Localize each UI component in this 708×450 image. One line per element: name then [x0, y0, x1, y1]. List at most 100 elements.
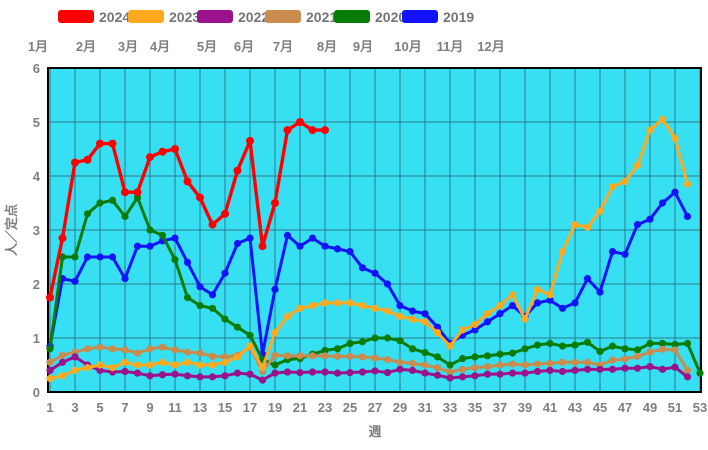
data-point-2020 [646, 339, 654, 347]
data-point-2020 [658, 339, 667, 347]
data-point-2023 [233, 353, 242, 361]
data-point-2019 [533, 299, 542, 307]
data-point-2021 [571, 358, 579, 366]
data-point-2023 [358, 302, 367, 310]
data-point-2019 [371, 269, 379, 277]
data-point-2020 [583, 338, 592, 346]
data-point-2022 [333, 369, 342, 377]
x-tick-label: 35 [468, 400, 482, 415]
data-point-2024 [121, 188, 129, 197]
data-point-2022 [533, 367, 542, 376]
data-point-2023 [183, 358, 192, 366]
x-tick-label: 7 [121, 400, 128, 415]
data-point-2024 [108, 139, 117, 148]
data-point-2023 [121, 358, 129, 366]
series-line-2019 [48, 190, 689, 356]
data-point-2020 [471, 353, 479, 361]
data-point-2019 [246, 234, 254, 242]
legend-label: 2021 [306, 9, 338, 25]
data-point-2023 [458, 326, 467, 334]
month-label-3: 3月 [117, 39, 139, 54]
data-point-2022 [71, 353, 79, 361]
data-point-2020 [196, 302, 204, 310]
y-tick-label: 6 [33, 61, 40, 76]
legend-swatch-2024 [58, 10, 94, 23]
data-point-2022 [358, 368, 367, 376]
data-point-2023 [521, 315, 529, 323]
data-point-2020 [621, 345, 629, 353]
data-point-2022 [596, 365, 604, 373]
data-point-2021 [83, 345, 92, 353]
x-axis-title: 週 [368, 424, 381, 439]
data-point-2022 [183, 372, 192, 380]
data-point-2020 [571, 341, 579, 349]
data-point-2022 [683, 373, 692, 381]
legend-swatch-2023 [128, 10, 164, 23]
data-point-2021 [683, 366, 692, 374]
data-point-2020 [446, 361, 454, 369]
data-point-2021 [658, 345, 667, 353]
data-point-2020 [521, 345, 529, 353]
month-label-4: 4月 [149, 39, 171, 54]
data-point-2024 [196, 193, 204, 202]
data-point-2023 [296, 304, 304, 312]
data-point-2020 [133, 194, 142, 202]
legend-swatch-2022 [197, 10, 233, 23]
data-point-2019 [283, 231, 292, 239]
data-point-2024 [246, 136, 254, 145]
data-point-2023 [46, 374, 54, 383]
data-point-2023 [683, 180, 692, 188]
data-point-2019 [658, 199, 667, 207]
data-point-2019 [408, 307, 417, 315]
data-point-2020 [408, 345, 417, 353]
legend-swatch-2020 [334, 10, 370, 23]
x-tick-label: 17 [243, 400, 257, 415]
data-point-2022 [408, 366, 417, 374]
data-point-2019 [208, 291, 217, 299]
data-point-2019 [471, 326, 479, 334]
data-point-2020 [83, 210, 92, 218]
data-point-2019 [396, 302, 404, 310]
data-point-2020 [483, 352, 492, 360]
data-point-2019 [596, 288, 604, 296]
data-point-2020 [246, 331, 254, 339]
data-point-2023 [221, 358, 229, 366]
data-point-2023 [408, 315, 417, 323]
data-point-2019 [433, 323, 442, 331]
data-point-2020 [346, 339, 354, 347]
data-point-2020 [508, 349, 517, 357]
data-point-2019 [546, 296, 554, 304]
data-point-2020 [158, 231, 167, 239]
data-point-2019 [346, 248, 354, 256]
x-tick-label: 53 [693, 400, 707, 415]
data-point-2021 [383, 356, 392, 364]
data-point-2021 [46, 358, 54, 366]
x-tick-label: 23 [318, 400, 332, 415]
data-point-2022 [321, 368, 329, 376]
data-point-2022 [571, 366, 579, 374]
data-point-2019 [171, 234, 179, 242]
data-point-2022 [546, 366, 554, 374]
data-point-2023 [158, 358, 167, 366]
data-point-2021 [408, 359, 417, 367]
x-tick-label: 21 [293, 400, 307, 415]
data-point-2019 [221, 269, 229, 277]
data-point-2022 [246, 370, 254, 378]
data-point-2019 [83, 253, 92, 261]
data-point-2021 [421, 361, 429, 369]
data-point-2023 [446, 342, 454, 350]
data-point-2022 [283, 368, 292, 376]
data-point-2019 [233, 239, 242, 248]
data-point-2024 [308, 126, 317, 135]
data-point-2020 [458, 354, 467, 363]
data-point-2023 [633, 161, 642, 169]
data-point-2023 [246, 342, 254, 350]
data-point-2020 [546, 339, 554, 347]
data-point-2021 [671, 346, 679, 354]
data-point-2024 [46, 293, 54, 302]
y-tick-label: 0 [33, 385, 40, 400]
data-point-2022 [121, 367, 129, 376]
data-point-2019 [621, 250, 629, 258]
data-point-2023 [58, 372, 67, 380]
